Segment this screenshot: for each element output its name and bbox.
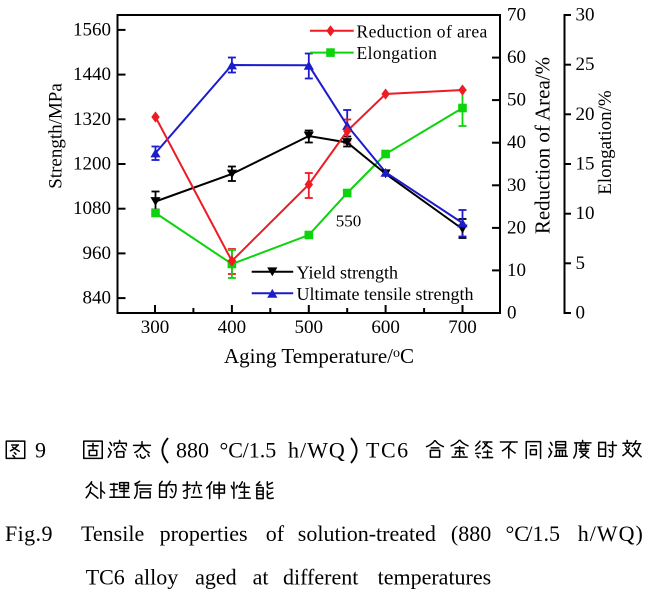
svg-text:Fig.9: Fig.9 [5,521,53,546]
svg-text:25: 25 [576,54,595,75]
svg-text:15: 15 [576,154,595,175]
svg-text:70: 70 [507,5,526,26]
svg-text:Elongation/%: Elongation/% [595,90,616,195]
svg-text:9: 9 [35,438,46,463]
svg-text:1320: 1320 [73,109,111,130]
svg-text:550: 550 [336,212,362,231]
svg-text:400: 400 [218,317,247,338]
svg-text:10: 10 [576,203,595,224]
svg-text:TC6: TC6 [366,438,410,463]
svg-text:Reduction of Area/%: Reduction of Area/% [531,57,555,234]
svg-text:Elongation: Elongation [357,43,438,63]
svg-text:Ultimate tensile strength: Ultimate tensile strength [297,284,474,304]
svg-text:TC6: TC6 [86,565,125,590]
svg-text:(880: (880 [451,521,491,546]
svg-text:600: 600 [371,317,400,338]
svg-text:temperatures: temperatures [378,565,492,590]
svg-text:840: 840 [83,288,112,309]
svg-text:aged: aged [195,565,237,590]
svg-text:different: different [283,565,358,590]
svg-text:Aging Temperature/oC: Aging Temperature/oC [224,344,414,368]
svg-text:700: 700 [448,317,477,338]
svg-text:of: of [266,521,285,546]
svg-text:1440: 1440 [73,64,111,85]
svg-text:h/WQ: h/WQ [288,438,346,463]
svg-text:20: 20 [576,104,595,125]
svg-text:°C: °C [220,438,243,463]
svg-text:60: 60 [507,47,526,68]
svg-text:Reduction of area: Reduction of area [357,21,488,41]
svg-text:880: 880 [176,438,209,463]
svg-text:/1.5: /1.5 [243,438,277,463]
svg-text:/1.5: /1.5 [526,521,560,546]
svg-text:300: 300 [141,317,170,338]
svg-text:at: at [253,565,269,590]
svg-text:40: 40 [507,132,526,153]
svg-text:500: 500 [295,317,324,338]
svg-text:50: 50 [507,90,526,111]
svg-text:0: 0 [507,303,517,324]
svg-text:properties: properties [160,521,248,546]
svg-text:Tensile: Tensile [81,521,144,546]
svg-text:Yield strength: Yield strength [297,262,399,282]
svg-text:h/WQ): h/WQ) [578,521,644,546]
svg-text:alloy: alloy [134,565,178,590]
svg-text:1200: 1200 [73,154,111,175]
svg-text:1560: 1560 [73,19,111,40]
svg-text:5: 5 [576,253,586,274]
svg-text:1080: 1080 [73,198,111,219]
svg-text:20: 20 [507,217,526,238]
svg-text:30: 30 [507,175,526,196]
svg-text:960: 960 [83,243,112,264]
svg-text:10: 10 [507,260,526,281]
svg-text:°C: °C [506,521,529,546]
svg-text:solution-treated: solution-treated [298,521,436,546]
svg-text:Strength/MPa: Strength/MPa [46,83,67,189]
svg-text:0: 0 [576,303,586,324]
svg-text:30: 30 [576,5,595,26]
